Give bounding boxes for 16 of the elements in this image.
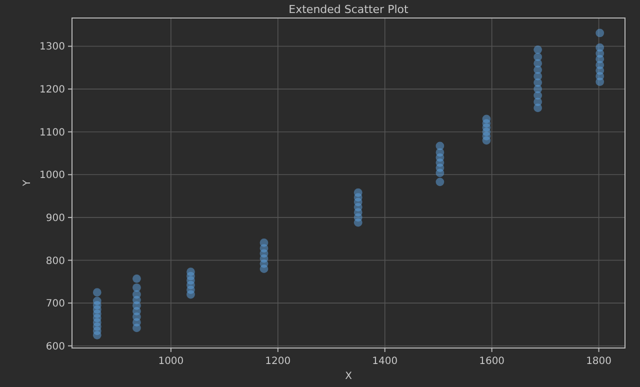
x-tick-label: 1800 [586, 356, 612, 367]
y-tick-label: 1300 [40, 42, 65, 53]
x-tick-label: 1600 [479, 356, 505, 367]
y-tick-label: 900 [46, 212, 65, 224]
chart-title: Extended Scatter Plot [288, 3, 410, 16]
y-tick-label: 700 [46, 298, 65, 310]
x-axis-title: X [345, 371, 352, 382]
y-tick-label: 800 [46, 256, 65, 267]
x-tick-label: 1000 [158, 356, 184, 367]
x-tick-label: 1200 [265, 356, 291, 367]
y-tick-label: 1100 [40, 127, 65, 138]
y-tick-label: 600 [46, 341, 65, 352]
y-axis-title: Y [22, 179, 33, 188]
x-tick-label: 1400 [372, 356, 398, 367]
y-tick-label: 1000 [40, 170, 65, 182]
y-tick-label: 1200 [40, 84, 65, 96]
